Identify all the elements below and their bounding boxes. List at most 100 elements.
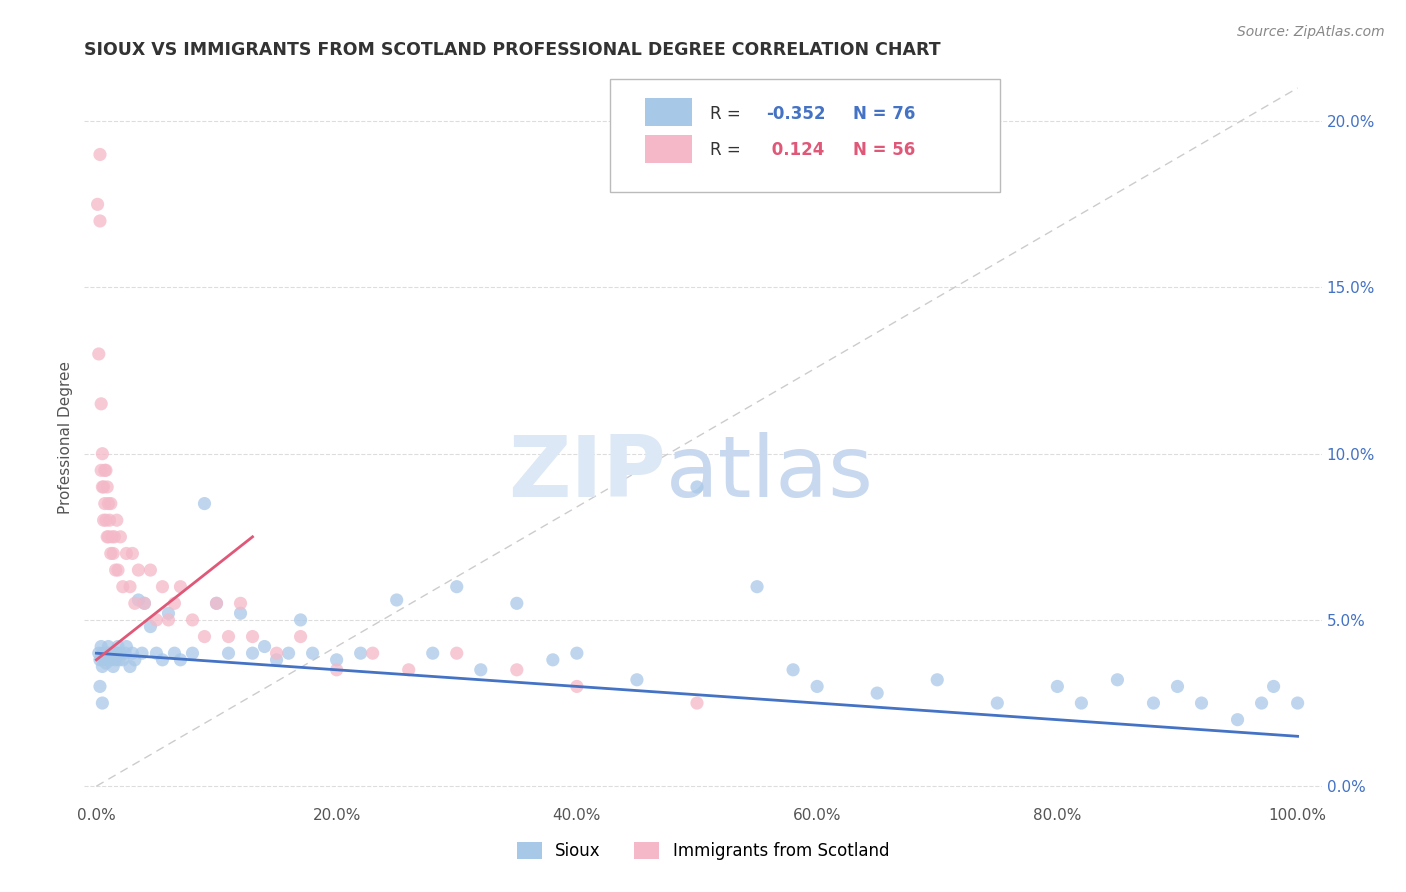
Point xyxy=(91,480,114,494)
Point xyxy=(626,673,648,687)
Point xyxy=(98,513,121,527)
Point xyxy=(94,463,117,477)
Point xyxy=(253,640,276,654)
FancyBboxPatch shape xyxy=(645,98,692,127)
Point xyxy=(90,397,112,411)
Point xyxy=(107,640,129,654)
Point xyxy=(1286,696,1309,710)
Point xyxy=(565,680,588,694)
Point xyxy=(361,646,384,660)
Point xyxy=(1263,680,1285,694)
Text: ZIP: ZIP xyxy=(508,432,666,516)
Point xyxy=(121,546,143,560)
Point xyxy=(266,653,288,667)
Point xyxy=(97,530,120,544)
Point xyxy=(422,646,444,660)
Point xyxy=(105,646,128,660)
Point xyxy=(782,663,804,677)
Point xyxy=(100,653,122,667)
Point xyxy=(385,593,408,607)
Point xyxy=(301,646,323,660)
Point xyxy=(100,497,122,511)
Point xyxy=(87,347,110,361)
Point xyxy=(89,214,111,228)
Point xyxy=(105,513,128,527)
Point xyxy=(118,580,141,594)
Point xyxy=(266,646,288,660)
Point xyxy=(94,646,117,660)
Point xyxy=(96,646,118,660)
Point xyxy=(1046,680,1069,694)
Point xyxy=(94,463,117,477)
Point xyxy=(398,663,420,677)
Point xyxy=(866,686,889,700)
Point xyxy=(115,546,138,560)
Point xyxy=(470,663,492,677)
Point xyxy=(111,580,134,594)
Point xyxy=(1070,696,1092,710)
Point xyxy=(229,596,252,610)
Point xyxy=(139,619,162,633)
Point xyxy=(163,596,186,610)
Point xyxy=(1107,673,1129,687)
Point xyxy=(277,646,299,660)
Point xyxy=(745,580,768,594)
Point xyxy=(89,147,111,161)
Point xyxy=(101,646,124,660)
Point xyxy=(565,646,588,660)
Point xyxy=(806,680,828,694)
Point xyxy=(93,646,115,660)
Point xyxy=(124,653,146,667)
Point xyxy=(325,653,347,667)
Point xyxy=(100,546,122,560)
Point xyxy=(94,497,117,511)
Point xyxy=(152,580,174,594)
Point xyxy=(229,607,252,621)
Point xyxy=(169,653,191,667)
Point xyxy=(506,596,529,610)
Point xyxy=(1250,696,1272,710)
Point xyxy=(104,563,127,577)
Point xyxy=(103,646,125,660)
Point xyxy=(181,613,204,627)
Point xyxy=(110,530,132,544)
Point xyxy=(97,497,120,511)
Point xyxy=(139,563,162,577)
Point xyxy=(111,653,134,667)
Point xyxy=(157,613,180,627)
Text: N = 76: N = 76 xyxy=(852,104,915,123)
Point xyxy=(94,656,117,670)
Point xyxy=(1142,696,1164,710)
Point xyxy=(1191,696,1213,710)
Text: R =: R = xyxy=(710,104,747,123)
Point xyxy=(98,646,121,660)
Point xyxy=(541,653,564,667)
Point xyxy=(96,530,118,544)
Text: Source: ZipAtlas.com: Source: ZipAtlas.com xyxy=(1237,25,1385,39)
Point xyxy=(1166,680,1188,694)
Point xyxy=(686,480,709,494)
Legend: Sioux, Immigrants from Scotland: Sioux, Immigrants from Scotland xyxy=(517,842,889,860)
Point xyxy=(121,646,143,660)
Point xyxy=(89,653,111,667)
Text: N = 56: N = 56 xyxy=(852,141,915,160)
Point xyxy=(97,640,120,654)
Point xyxy=(93,653,115,667)
Point xyxy=(103,659,125,673)
Point xyxy=(114,646,136,660)
Point xyxy=(181,646,204,660)
Point xyxy=(242,630,264,644)
Text: -0.352: -0.352 xyxy=(766,104,825,123)
Point xyxy=(986,696,1008,710)
Point xyxy=(91,659,114,673)
Point xyxy=(1226,713,1249,727)
Point xyxy=(506,663,529,677)
Point xyxy=(157,607,180,621)
Point xyxy=(89,680,111,694)
Point xyxy=(325,663,347,677)
Point xyxy=(86,197,108,211)
Point xyxy=(205,596,228,610)
Point xyxy=(193,630,215,644)
Point xyxy=(350,646,373,660)
Text: 0.124: 0.124 xyxy=(766,141,824,160)
